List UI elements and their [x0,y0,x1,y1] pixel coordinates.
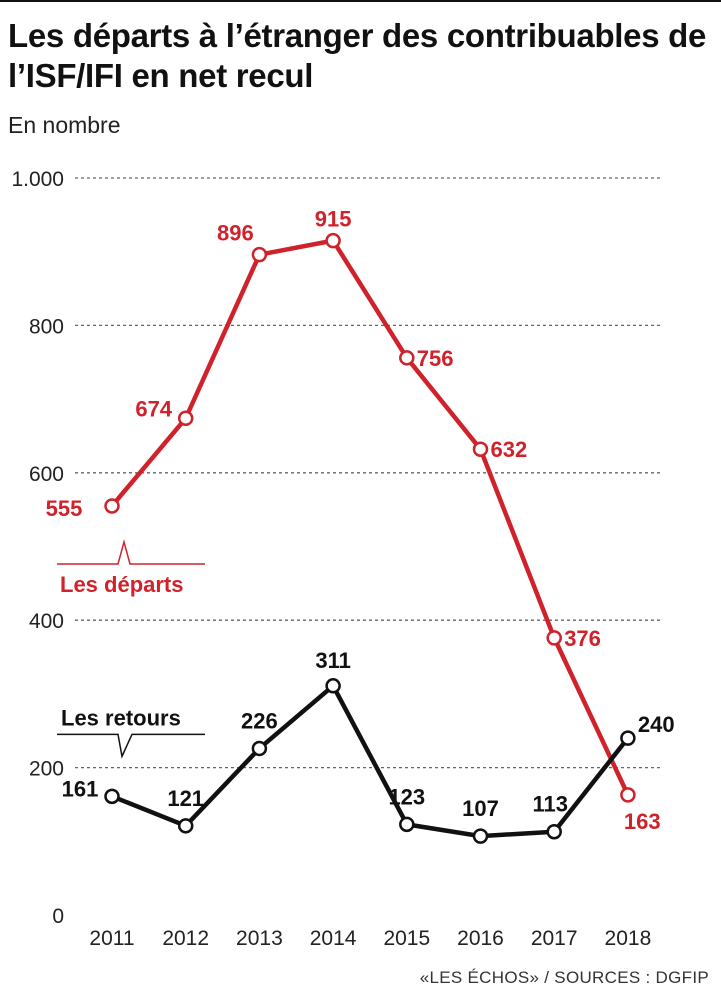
data-point-retours [399,816,415,833]
y-axis-ticks: 0 200 400 600 800 1.000 [11,168,64,928]
y-tick-label: 0 [52,905,64,928]
series-layer [104,232,636,844]
data-point-retours [546,823,562,840]
data-labels: 555 674 896 915 756 632 376 163 161 121 226 311 123 1… [46,207,675,834]
legend: Les départs Les retours [57,539,205,759]
data-label-retours: 123 [388,784,425,809]
data-point-retours [251,740,268,757]
x-tick-label: 2016 [457,927,504,950]
series-line-departs [110,238,630,796]
data-point-retours [620,730,636,746]
data-point-departs [546,630,562,646]
data-point-departs [399,350,415,366]
y-tick-label: 1.000 [11,168,64,191]
data-point-departs [620,787,636,803]
top-rule [0,0,721,2]
data-label-departs: 632 [491,437,528,462]
y-tick-label: 200 [29,758,64,781]
data-point-departs [251,246,268,263]
data-point-departs [325,232,341,249]
data-point-retours [177,818,194,834]
series-line-retours [111,683,630,839]
x-tick-label: 2014 [310,927,357,950]
data-label-departs: 756 [417,346,454,371]
legend-pointer-retours [57,733,205,759]
x-tick-label: 2015 [383,927,430,950]
data-label-departs: 376 [564,626,601,651]
y-tick-label: 400 [29,610,64,633]
data-point-departs [104,498,120,514]
data-label-retours: 107 [462,796,499,821]
source-credit: «LES ÉCHOS» / SOURCES : DGFIP [419,968,709,987]
data-label-retours: 121 [167,786,204,811]
data-label-retours: 161 [62,776,99,801]
data-label-departs: 163 [624,809,661,834]
data-point-retours [325,678,341,694]
data-point-departs [472,441,489,457]
x-tick-label: 2018 [605,927,652,950]
y-tick-label: 600 [29,463,64,486]
data-label-retours: 240 [638,712,675,737]
data-point-departs [177,410,194,427]
x-tick-label: 2012 [162,927,209,950]
y-tick-label: 800 [29,315,64,338]
x-axis-ticks: 2011 2012 2013 2014 2015 2016 2017 2018 [89,927,651,950]
data-point-retours [472,828,489,844]
legend-label-departs: Les départs [60,572,184,597]
legend-pointer-departs [57,539,205,565]
data-label-retours: 113 [532,792,568,817]
gridlines [75,177,663,769]
data-label-departs: 555 [46,496,83,521]
data-label-departs: 674 [135,396,172,421]
data-label-retours: 311 [315,648,351,673]
legend-label-retours: Les retours [61,705,181,730]
data-label-departs: 915 [315,207,352,232]
data-point-retours [104,788,120,805]
chart-title: Les départs à l’étranger des contribuabl… [8,17,707,94]
x-tick-label: 2011 [89,927,134,950]
data-label-departs: 896 [217,221,254,246]
x-tick-label: 2017 [531,927,578,950]
data-label-retours: 226 [241,708,278,733]
chart-subtitle: En nombre [8,112,121,138]
x-tick-label: 2013 [236,927,283,950]
